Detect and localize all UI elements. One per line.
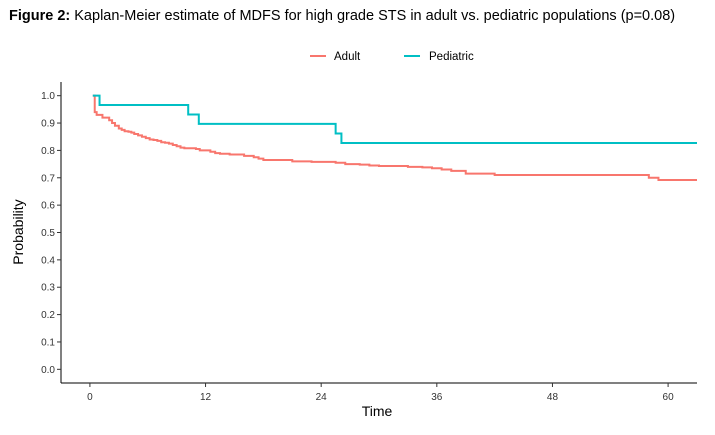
- x-tick-label: 24: [316, 392, 328, 403]
- x-tick-label: 60: [663, 392, 675, 403]
- y-tick-label: 0.3: [41, 283, 55, 294]
- x-tick-label: 48: [547, 392, 559, 403]
- figure-caption-text: Kaplan-Meier estimate of MDFS for high g…: [74, 8, 676, 24]
- legend-label-pediatric: Pediatric: [429, 51, 474, 63]
- series-line-pediatric: [92, 94, 697, 145]
- figure-label: Figure 2:: [9, 8, 71, 24]
- y-tick-label: 0.1: [41, 337, 55, 348]
- x-axis-title: Time: [362, 403, 393, 419]
- y-tick-label: 0.7: [41, 173, 55, 184]
- y-tick-label: 0.2: [41, 310, 55, 321]
- series-line-adult: [92, 94, 697, 181]
- x-tick-label: 0: [87, 392, 93, 403]
- x-axis-ticks: 0 12 24 36 48 60: [87, 383, 674, 403]
- figure-caption: Figure 2: Kaplan-Meier estimate of MDFS …: [9, 8, 675, 24]
- y-tick-label: 1.0: [41, 91, 55, 102]
- y-axis-title: Probability: [10, 199, 26, 264]
- x-tick-label: 36: [431, 392, 443, 403]
- y-tick-label: 0.0: [41, 365, 55, 376]
- y-axis-ticks: 0.0 0.1 0.2 0.3 0.4 0.5 0.6 0.7 0.8 0.9 1.0: [41, 91, 61, 376]
- y-tick-label: 0.6: [41, 201, 55, 212]
- y-tick-label: 0.5: [41, 228, 55, 239]
- y-tick-label: 0.8: [41, 146, 55, 157]
- y-tick-label: 0.4: [41, 255, 55, 266]
- legend-label-adult: Adult: [334, 51, 361, 63]
- series-group: [92, 94, 697, 181]
- x-tick-label: 12: [200, 392, 212, 403]
- y-tick-label: 0.9: [41, 119, 55, 130]
- legend: Adult Pediatric: [310, 51, 474, 63]
